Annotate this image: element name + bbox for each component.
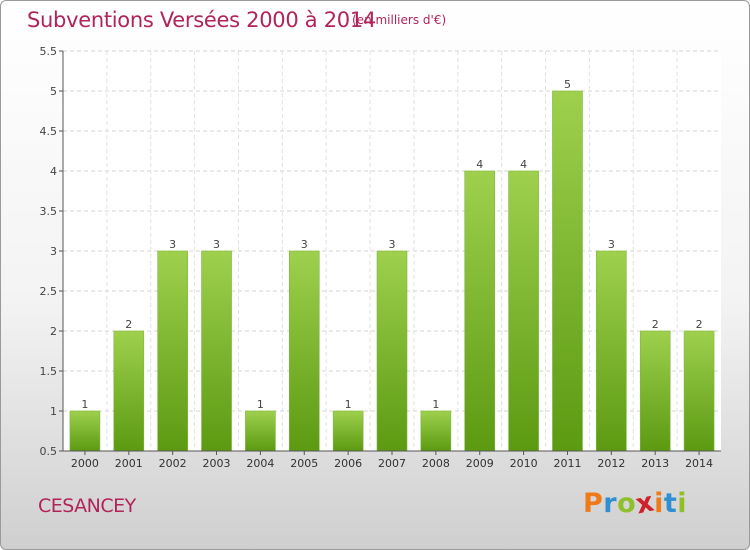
x-tick-label: 2014 xyxy=(685,457,713,470)
bar xyxy=(201,250,232,452)
data-label: 1 xyxy=(432,398,439,411)
y-tick-label: 2 xyxy=(50,325,57,338)
x-tick-label: 2008 xyxy=(422,457,450,470)
x-tick-label: 2010 xyxy=(510,457,538,470)
logo-letter: o xyxy=(617,488,637,519)
chart-title: Subventions Versées 2000 à 2014 xyxy=(27,8,376,32)
x-tick-label: 2005 xyxy=(290,457,318,470)
logo-letter: i xyxy=(677,488,688,519)
y-tick-label: 3 xyxy=(50,245,57,258)
y-tick-label: 2.5 xyxy=(40,285,58,298)
data-label: 3 xyxy=(389,238,396,251)
data-label: 2 xyxy=(125,318,132,331)
bar xyxy=(596,250,627,452)
y-tick-label: 5 xyxy=(50,85,57,98)
y-tick-label: 3.5 xyxy=(40,205,58,218)
y-tick-label: 4 xyxy=(50,165,57,178)
logo-letter: r xyxy=(603,488,618,519)
bar xyxy=(552,90,583,452)
data-label: 2 xyxy=(652,318,659,331)
bar xyxy=(157,250,188,452)
x-tick-label: 2003 xyxy=(203,457,231,470)
x-tick-label: 2012 xyxy=(597,457,625,470)
data-label: 5 xyxy=(564,78,571,91)
bar xyxy=(464,170,496,452)
y-tick-label: 1 xyxy=(50,405,57,418)
commune-name: CESANCEY xyxy=(38,495,136,517)
x-tick-label: 2001 xyxy=(115,457,143,470)
x-tick-label: 2007 xyxy=(378,457,406,470)
logo-letter: t xyxy=(663,488,678,519)
data-label: 3 xyxy=(169,238,176,251)
bar xyxy=(683,330,715,452)
data-label: 1 xyxy=(81,398,88,411)
bar xyxy=(639,330,671,452)
data-label: 3 xyxy=(213,238,220,251)
x-tick-label: 2009 xyxy=(466,457,494,470)
data-label: 4 xyxy=(520,158,527,171)
logo-letter: P xyxy=(583,488,604,519)
bar xyxy=(420,410,452,452)
y-tick-label: 5.5 xyxy=(40,45,58,58)
x-tick-label: 2013 xyxy=(641,457,669,470)
data-label: 3 xyxy=(301,238,308,251)
bar xyxy=(113,330,145,452)
bar xyxy=(332,410,364,452)
data-label: 2 xyxy=(696,318,703,331)
bar xyxy=(508,170,539,452)
y-tick-label: 4.5 xyxy=(40,125,58,138)
x-tick-label: 2004 xyxy=(246,457,274,470)
x-tick-label: 2006 xyxy=(334,457,362,470)
data-label: 4 xyxy=(476,158,483,171)
data-label: 1 xyxy=(257,398,264,411)
x-tick-label: 2002 xyxy=(159,457,187,470)
bar xyxy=(376,250,408,452)
data-label: 3 xyxy=(608,238,615,251)
unit-label: (en milliers d'€) xyxy=(352,13,447,27)
bar xyxy=(245,410,276,452)
proxiti-logo: Proxiti xyxy=(583,486,688,520)
logo-letter: i xyxy=(654,488,664,519)
y-tick-label: 1.5 xyxy=(40,365,58,378)
bar xyxy=(69,410,101,452)
y-tick-label: 0.5 xyxy=(40,445,58,458)
x-tick-label: 2000 xyxy=(71,457,99,470)
bar xyxy=(288,250,320,452)
data-label: 1 xyxy=(345,398,352,411)
x-tick-label: 2011 xyxy=(553,457,581,470)
